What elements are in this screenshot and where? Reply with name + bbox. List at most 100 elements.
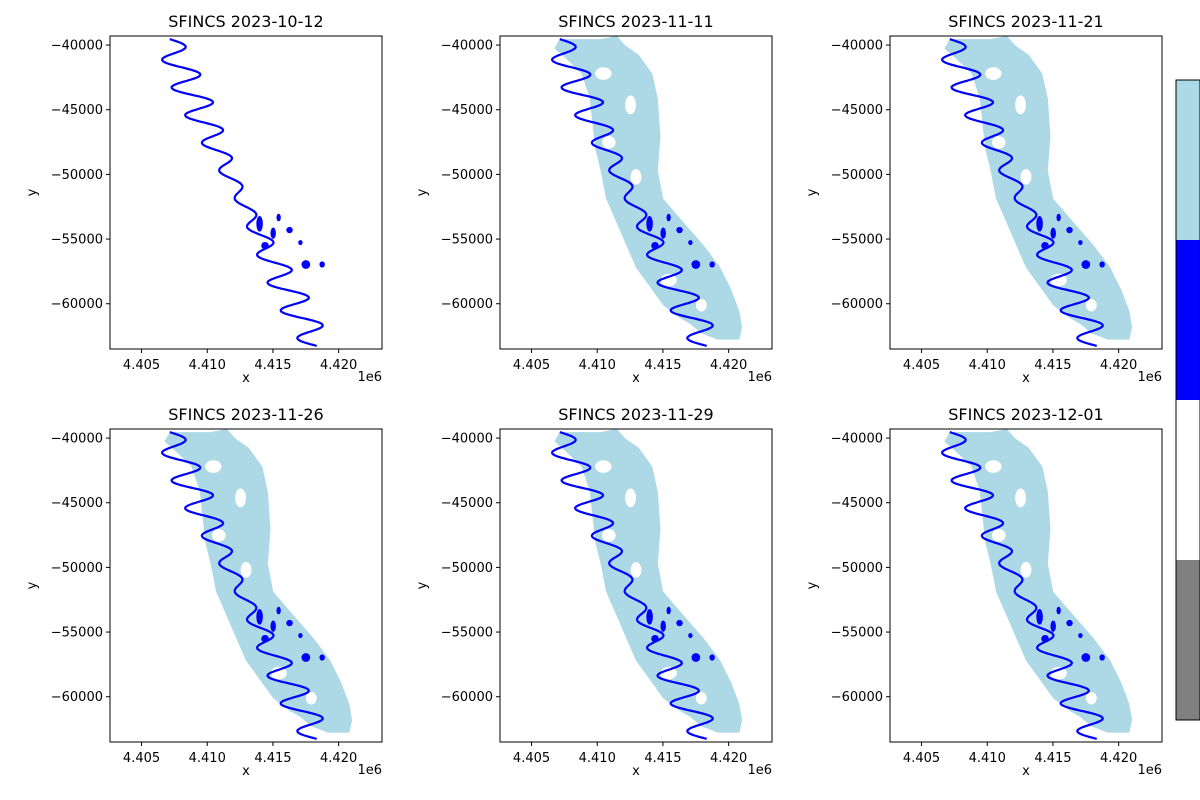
x-tick-label: 4.405 [513, 751, 550, 766]
axes-frame [109, 35, 383, 350]
y-axis-label: y [415, 581, 430, 589]
y-tick-label: −45000 [831, 496, 883, 511]
x-tick-label: 4.405 [903, 751, 940, 766]
water-body [1078, 240, 1083, 246]
y-tick-label: −60000 [441, 297, 493, 312]
x-axis-label: x [242, 371, 250, 386]
y-axis-label: y [25, 581, 40, 589]
x-axis-label: x [1022, 764, 1030, 779]
water-body [676, 226, 683, 234]
y-tick-label: −50000 [831, 561, 883, 576]
water-body [651, 634, 659, 643]
dry-patch [695, 298, 707, 312]
colorbar-segment [1176, 560, 1200, 720]
y-tick-label: −55000 [51, 626, 103, 641]
panel-6: SFINCS 2023-12-01 4.405 4.410 4.415 4.4201e6… [805, 405, 1163, 779]
y-tick-label: −50000 [51, 168, 103, 183]
y-tick-label: −50000 [51, 561, 103, 576]
x-tick-label: 4.415 [644, 358, 681, 373]
colorbar-segment [1176, 400, 1200, 560]
x-offset-label: 1e6 [747, 763, 772, 778]
water-body [298, 240, 303, 246]
water-body [1041, 241, 1049, 250]
panel-5: SFINCS 2023-11-29 4.405 4.410 4.415 4.4201e6… [415, 405, 773, 779]
water-body [676, 619, 683, 627]
panel-title: SFINCS 2023-11-11 [558, 12, 713, 31]
dry-patch [235, 488, 246, 508]
dry-patch [205, 460, 222, 473]
y-tick-label: −50000 [441, 168, 493, 183]
axes-frame [889, 35, 1163, 350]
x-tick-label: 4.420 [710, 358, 747, 373]
water-body [666, 606, 671, 615]
axes-frame [109, 428, 383, 743]
colorbar-segment [1176, 240, 1200, 400]
dry-patch [992, 529, 1006, 542]
water-body [256, 608, 263, 625]
y-axis-label: y [25, 188, 40, 196]
panel-title: SFINCS 2023-12-01 [948, 405, 1103, 424]
y-axis-label: y [805, 581, 820, 589]
water-body [1050, 620, 1056, 632]
colorbar-frame [1175, 79, 1200, 721]
x-tick-label: 4.415 [1034, 358, 1071, 373]
water-body [1081, 260, 1091, 269]
dry-patch [1020, 169, 1032, 185]
y-tick-label: −45000 [51, 496, 103, 511]
dry-patch [1015, 95, 1026, 115]
dry-patch [985, 460, 1002, 473]
y-tick-label: −40000 [831, 39, 883, 54]
water-body [286, 619, 293, 627]
x-tick-label: 4.420 [1100, 358, 1137, 373]
river-channel [161, 431, 324, 740]
y-tick-label: −40000 [441, 432, 493, 447]
dry-patch [1085, 691, 1097, 705]
dry-patch [695, 691, 707, 705]
water-body [261, 241, 269, 250]
colorbar [1175, 79, 1200, 721]
x-offset-label: 1e6 [1137, 370, 1162, 385]
x-tick-label: 4.420 [320, 358, 357, 373]
x-tick-label: 4.410 [969, 358, 1006, 373]
y-tick-label: −60000 [51, 690, 103, 705]
y-tick-label: −60000 [831, 297, 883, 312]
x-axis-label: x [242, 764, 250, 779]
x-axis-label: x [1022, 371, 1030, 386]
x-tick-label: 4.410 [189, 358, 226, 373]
river-channel [940, 431, 1104, 740]
panel-title: SFINCS 2023-11-21 [948, 12, 1103, 31]
water-body [301, 260, 311, 269]
water-body [319, 654, 325, 661]
axes-frame [499, 428, 773, 743]
river-channel [550, 431, 714, 740]
dry-patch [1085, 298, 1097, 312]
y-tick-label: −40000 [51, 39, 103, 54]
x-tick-label: 4.420 [320, 751, 357, 766]
water-body [301, 653, 311, 662]
x-offset-label: 1e6 [747, 370, 772, 385]
y-tick-label: −55000 [441, 626, 493, 641]
x-tick-label: 4.415 [644, 751, 681, 766]
panel-2: SFINCS 2023-11-11 4.405 4.410 4.415 4.4201e6… [415, 12, 773, 386]
dry-patch [630, 169, 642, 185]
water-body [1056, 213, 1061, 222]
water-body [286, 226, 293, 234]
dry-patch [630, 562, 642, 578]
water-body [688, 240, 693, 246]
panel-title: SFINCS 2023-11-29 [558, 405, 713, 424]
x-offset-label: 1e6 [1137, 763, 1162, 778]
water-body [276, 606, 281, 615]
y-tick-label: −60000 [831, 690, 883, 705]
y-tick-label: −40000 [51, 432, 103, 447]
water-body [270, 620, 276, 632]
dry-patch [985, 67, 1002, 80]
water-body [1036, 608, 1043, 625]
x-axis-label: x [632, 371, 640, 386]
x-tick-label: 4.415 [254, 358, 291, 373]
x-tick-label: 4.405 [513, 358, 550, 373]
water-body [1081, 653, 1091, 662]
water-body [646, 215, 653, 232]
y-tick-label: −45000 [441, 103, 493, 118]
water-body [276, 213, 281, 222]
